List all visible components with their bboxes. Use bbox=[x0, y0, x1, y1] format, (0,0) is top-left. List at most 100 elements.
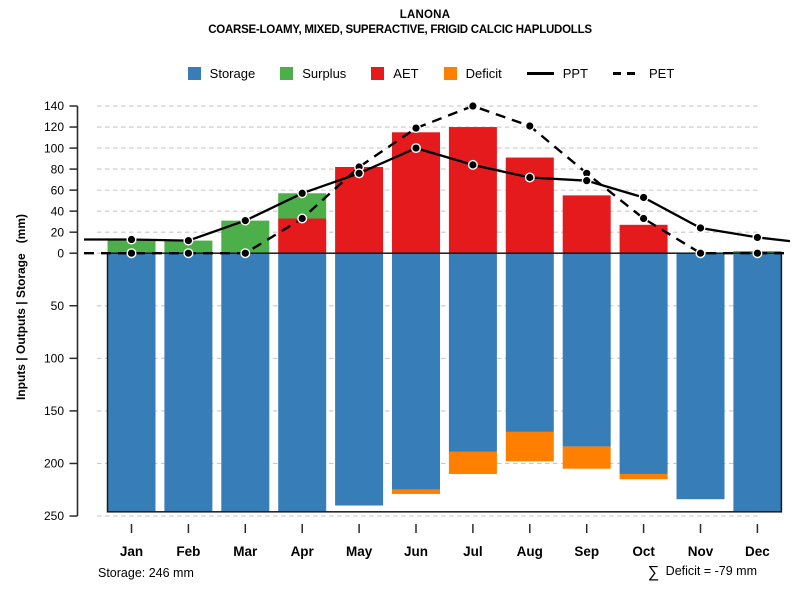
pet-point bbox=[467, 101, 478, 112]
pet-point bbox=[240, 248, 251, 259]
storage-capacity-box bbox=[106, 252, 783, 513]
sigma-icon: ∑ bbox=[647, 564, 660, 581]
deficit-bar bbox=[448, 451, 497, 474]
legend-label: PPT bbox=[562, 66, 589, 81]
legend-item-aet: AET bbox=[371, 66, 419, 81]
storage-capacity-note: Storage: 246 mm bbox=[98, 566, 194, 580]
deficit-bar bbox=[619, 473, 668, 480]
y-tick-label: 50 bbox=[51, 299, 65, 313]
page-title: LANONA bbox=[399, 9, 451, 21]
legend-label: Surplus bbox=[302, 66, 347, 81]
legend-label: Deficit bbox=[465, 66, 502, 81]
y-tick-label: 200 bbox=[44, 457, 64, 471]
deficit-bar bbox=[392, 489, 440, 494]
y-tick-label: 0 bbox=[57, 246, 64, 260]
y-tick-label: 40 bbox=[51, 204, 65, 218]
aet-bar bbox=[505, 157, 554, 254]
ppt-point bbox=[581, 175, 592, 186]
storage-bar bbox=[221, 253, 270, 512]
deficit-bar bbox=[562, 446, 611, 469]
ppt-line bbox=[84, 146, 791, 243]
deficit-bar bbox=[505, 431, 554, 462]
ppt-point bbox=[467, 159, 478, 170]
ppt-point bbox=[752, 232, 763, 243]
aet-bar bbox=[448, 127, 497, 254]
sum-deficit-text: Deficit = -79 mm bbox=[662, 564, 757, 578]
y-tick-label: 20 bbox=[51, 225, 65, 239]
storage-bar bbox=[335, 253, 384, 506]
aet-swatch-icon bbox=[371, 67, 385, 80]
dashed-line-swatch-icon bbox=[613, 72, 641, 75]
x-tick-label: Oct bbox=[632, 544, 655, 559]
ppt-point bbox=[354, 168, 365, 179]
x-tick-label: Jul bbox=[463, 544, 483, 559]
legend-item-pet: PET bbox=[613, 66, 674, 81]
aet-bar bbox=[335, 166, 384, 254]
storage-bar bbox=[164, 253, 213, 512]
legend-item-storage: Storage bbox=[187, 66, 255, 81]
storage-bar bbox=[392, 253, 440, 490]
pet-point bbox=[297, 213, 308, 224]
solid-line-swatch-icon bbox=[526, 72, 554, 75]
ppt-point bbox=[524, 172, 535, 183]
y-tick-label: 80 bbox=[51, 162, 65, 176]
x-tick-label: Feb bbox=[176, 544, 200, 559]
sum-deficit-note: ∑ Deficit = -79 mm bbox=[648, 564, 757, 582]
pet-point bbox=[126, 248, 137, 259]
page-subtitle: COARSE-LOAMY, MIXED, SUPERACTIVE, FRIGID… bbox=[208, 24, 592, 36]
y-tick-label: 150 bbox=[44, 404, 64, 418]
pet-point bbox=[183, 248, 194, 259]
x-tick-label: Jan bbox=[120, 544, 143, 559]
ppt-point bbox=[638, 192, 649, 203]
x-tick-label: Nov bbox=[688, 544, 714, 559]
pet-point bbox=[524, 120, 535, 131]
x-tick-label: Apr bbox=[291, 544, 315, 559]
storage-bar bbox=[278, 253, 327, 512]
ppt-point bbox=[183, 235, 194, 246]
pet-line bbox=[84, 104, 784, 255]
ppt-point bbox=[240, 215, 251, 226]
pet-point bbox=[411, 123, 422, 134]
x-tick-label: May bbox=[346, 544, 373, 559]
y-tick-label: 120 bbox=[44, 120, 64, 134]
y-tick-label: 250 bbox=[44, 509, 64, 523]
pet-point bbox=[638, 213, 649, 224]
x-tick-label: Jun bbox=[404, 544, 428, 559]
deficit-swatch-icon bbox=[443, 67, 457, 80]
legend-label: AET bbox=[393, 66, 419, 81]
legend-item-surplus: Surplus bbox=[280, 66, 346, 81]
x-tick-label: Aug bbox=[517, 544, 543, 559]
pet-point bbox=[752, 248, 763, 259]
surplus-bar bbox=[164, 240, 213, 254]
legend-item-ppt: PPT bbox=[526, 66, 589, 81]
storage-bar bbox=[448, 253, 497, 452]
surplus-swatch-icon bbox=[280, 67, 294, 80]
storage-bar bbox=[107, 253, 156, 512]
aet-bar bbox=[278, 218, 327, 254]
x-tick-label: Sep bbox=[574, 544, 599, 559]
chart-legend: Storage Surplus AET Deficit PPT PET bbox=[0, 66, 800, 81]
pet-point bbox=[695, 248, 706, 259]
ppt-point bbox=[126, 234, 137, 245]
y-tick-label: 100 bbox=[44, 141, 64, 155]
y-tick-label: 60 bbox=[51, 183, 65, 197]
x-tick-label: Mar bbox=[233, 544, 258, 559]
aet-bar bbox=[619, 224, 668, 254]
ppt-point bbox=[411, 143, 422, 154]
ppt-point bbox=[695, 222, 706, 233]
storage-bar bbox=[505, 253, 554, 432]
ppt-point bbox=[297, 188, 308, 199]
y-tick-label: 140 bbox=[44, 99, 64, 113]
storage-bar bbox=[676, 253, 725, 500]
aet-bar bbox=[562, 195, 611, 254]
storage-bar bbox=[562, 253, 611, 447]
surplus-bar bbox=[107, 239, 156, 254]
storage-swatch-icon bbox=[187, 67, 201, 80]
legend-label: PET bbox=[649, 66, 675, 81]
storage-bar bbox=[733, 253, 782, 512]
legend-item-deficit: Deficit bbox=[443, 66, 502, 81]
y-tick-label: 100 bbox=[44, 352, 64, 366]
x-tick-label: Dec bbox=[745, 544, 770, 559]
storage-bar bbox=[619, 253, 668, 474]
